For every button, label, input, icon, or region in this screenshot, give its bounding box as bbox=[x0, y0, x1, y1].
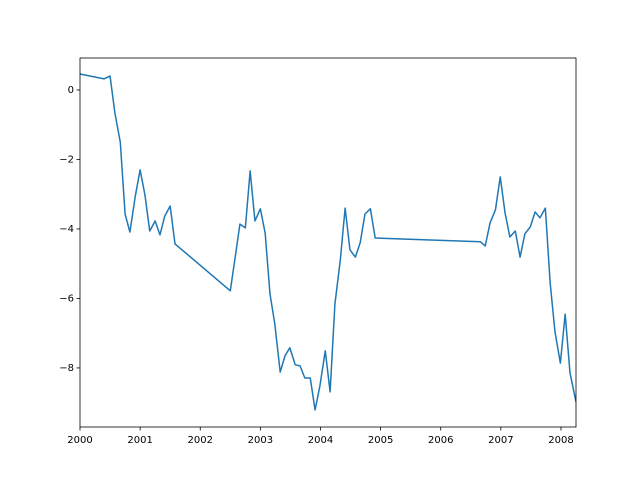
plot-frame bbox=[79, 57, 577, 428]
x-tick-label: 2004 bbox=[308, 435, 333, 446]
x-tick-label: 2003 bbox=[248, 435, 273, 446]
y-tick-label: −4 bbox=[59, 224, 74, 235]
x-tick-label: 2001 bbox=[127, 435, 152, 446]
x-tick-label: 2006 bbox=[428, 435, 453, 446]
x-tick-label: 2000 bbox=[67, 435, 92, 446]
x-tick-label: 2007 bbox=[488, 435, 513, 446]
x-tick-label: 2005 bbox=[368, 435, 393, 446]
line bbox=[80, 73, 576, 411]
y-tick-label: −2 bbox=[59, 154, 74, 165]
y-tick-label: −6 bbox=[59, 293, 74, 304]
x-tick-label: 2008 bbox=[548, 435, 573, 446]
y-tick-label: −8 bbox=[59, 363, 74, 374]
y-tick-label: 0 bbox=[68, 85, 74, 96]
x-tick-label: 2002 bbox=[188, 435, 213, 446]
